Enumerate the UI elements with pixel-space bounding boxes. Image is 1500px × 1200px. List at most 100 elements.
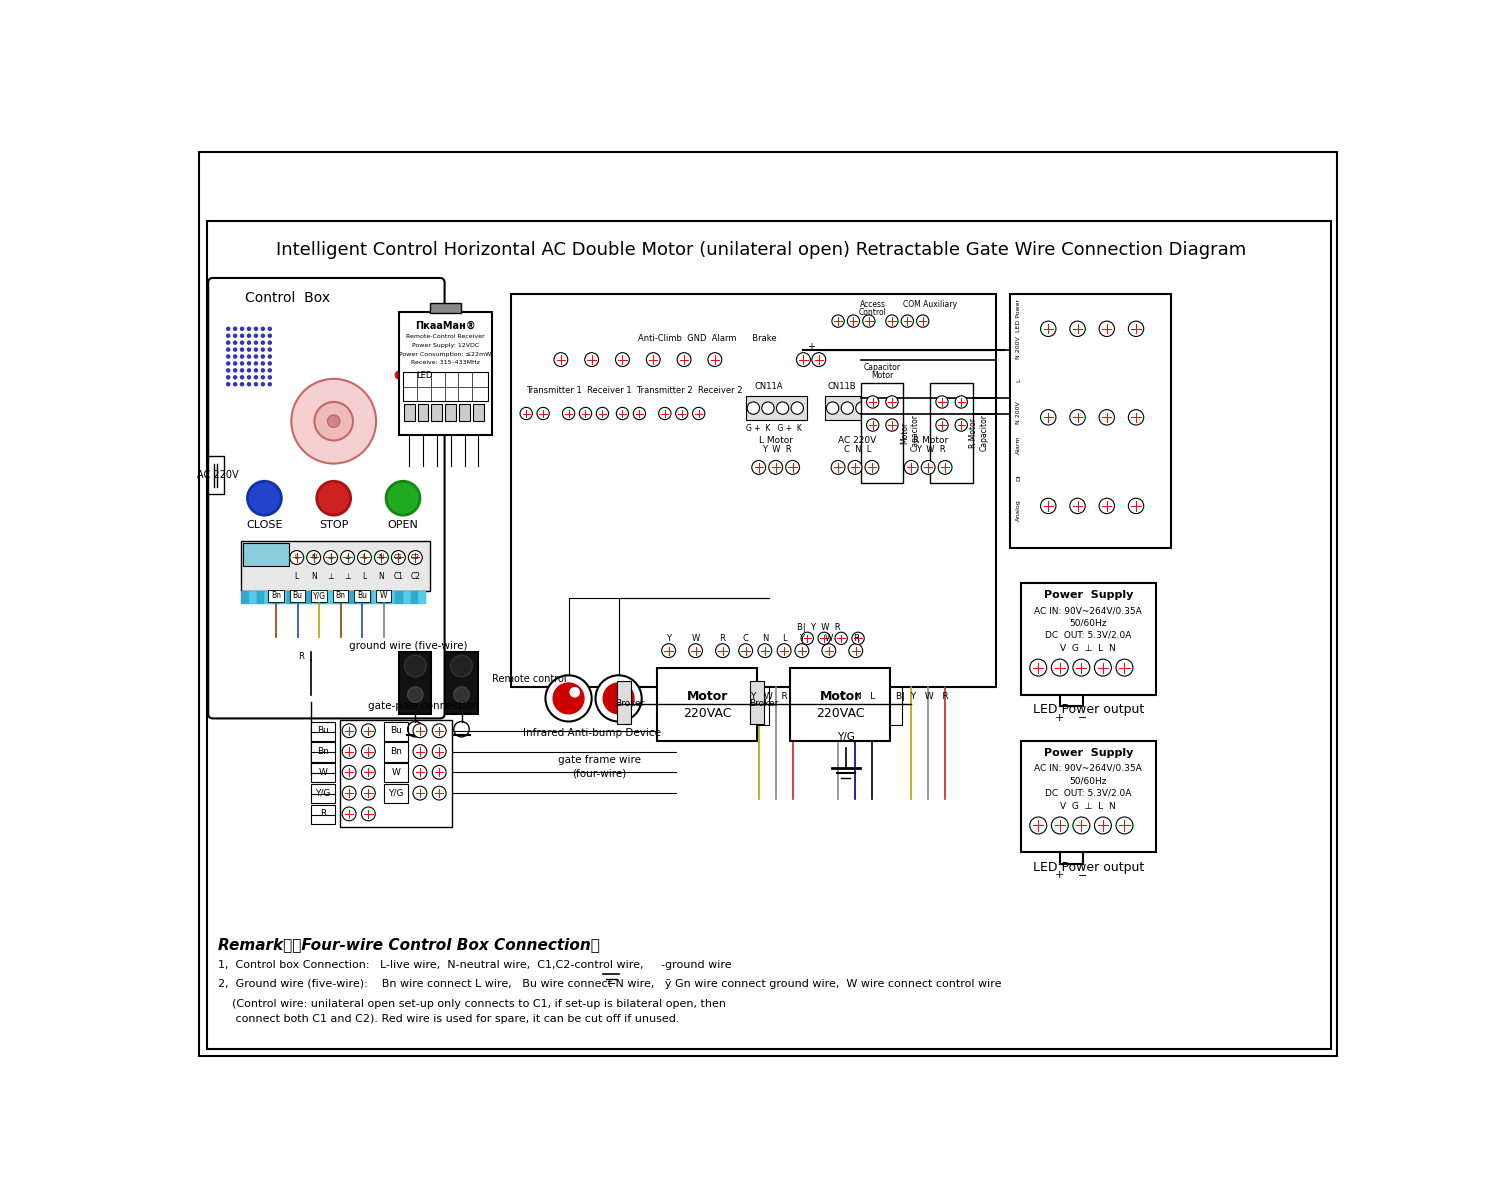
- Circle shape: [812, 353, 825, 366]
- Text: L: L: [294, 572, 298, 581]
- Circle shape: [432, 766, 445, 779]
- Bar: [290, 590, 304, 602]
- Circle shape: [546, 676, 591, 721]
- Circle shape: [226, 383, 230, 385]
- Circle shape: [240, 368, 243, 372]
- Circle shape: [554, 683, 584, 714]
- Bar: [891, 686, 902, 725]
- Circle shape: [1041, 322, 1056, 336]
- Circle shape: [1128, 409, 1143, 425]
- Bar: [310, 590, 318, 605]
- Circle shape: [886, 396, 898, 408]
- Bar: [512, 294, 996, 686]
- Text: Receive: 315–433MHz: Receive: 315–433MHz: [411, 360, 480, 365]
- Text: CN11B: CN11B: [828, 382, 856, 391]
- Text: ⊥: ⊥: [345, 554, 351, 560]
- Text: LED: LED: [416, 371, 432, 379]
- Text: ground wire (five-wire): ground wire (five-wire): [350, 641, 468, 652]
- Text: Remark：（Four-wire Control Box Connection）: Remark：（Four-wire Control Box Connection…: [217, 937, 600, 952]
- Circle shape: [921, 461, 934, 474]
- Bar: [1022, 583, 1156, 695]
- Circle shape: [255, 383, 258, 385]
- Circle shape: [596, 676, 642, 721]
- Text: W: W: [392, 768, 400, 776]
- Circle shape: [268, 362, 272, 365]
- Circle shape: [261, 355, 264, 358]
- Circle shape: [833, 314, 844, 328]
- Circle shape: [316, 481, 351, 515]
- Text: Y/G: Y/G: [315, 788, 330, 798]
- Circle shape: [886, 419, 898, 431]
- Circle shape: [248, 328, 250, 330]
- Circle shape: [248, 368, 250, 372]
- Circle shape: [226, 376, 230, 379]
- Text: R: R: [320, 809, 326, 818]
- Circle shape: [255, 376, 258, 379]
- Circle shape: [1100, 498, 1114, 514]
- Circle shape: [597, 407, 609, 420]
- Text: Power  Supply: Power Supply: [1044, 590, 1132, 600]
- Circle shape: [268, 328, 272, 330]
- Bar: [243, 542, 290, 566]
- Circle shape: [916, 314, 928, 328]
- Circle shape: [396, 371, 404, 379]
- Text: R Motor
Capacitor: R Motor Capacitor: [969, 414, 988, 451]
- Text: Remote-Control Receiver: Remote-Control Receiver: [406, 334, 484, 338]
- Circle shape: [291, 379, 376, 463]
- Circle shape: [852, 632, 864, 644]
- Text: Y   W   R: Y W R: [750, 691, 788, 701]
- Text: L: L: [363, 572, 366, 581]
- Circle shape: [1128, 322, 1143, 336]
- Circle shape: [708, 353, 722, 366]
- Circle shape: [408, 686, 423, 702]
- Circle shape: [362, 744, 375, 758]
- Circle shape: [240, 355, 243, 358]
- FancyBboxPatch shape: [209, 278, 444, 719]
- Circle shape: [1072, 817, 1090, 834]
- Text: +: +: [1054, 713, 1065, 722]
- Text: Y  W  R: Y W R: [915, 445, 945, 454]
- Bar: [746, 396, 807, 420]
- Circle shape: [261, 383, 264, 385]
- Circle shape: [676, 353, 692, 366]
- Bar: [256, 590, 264, 605]
- Text: Power  Supply: Power Supply: [1044, 748, 1132, 758]
- Text: 220VAC: 220VAC: [816, 707, 864, 720]
- Circle shape: [268, 355, 272, 358]
- Circle shape: [862, 314, 874, 328]
- Text: R: R: [853, 634, 858, 643]
- Circle shape: [1095, 659, 1112, 676]
- Text: Analog: Analog: [1016, 499, 1022, 521]
- Bar: [242, 540, 430, 590]
- Text: Bn: Bn: [272, 592, 280, 600]
- Text: connect both C1 and C2). Red wire is used for spare, it can be cut off if unused: connect both C1 and C2). Red wire is use…: [217, 1014, 680, 1024]
- Circle shape: [234, 348, 237, 352]
- Text: 1,  Control box Connection:   L-live wire,  N-neutral wire,  C1,C2-control wire,: 1, Control box Connection: L-live wire, …: [217, 960, 732, 970]
- Bar: [354, 590, 370, 602]
- Circle shape: [822, 643, 836, 658]
- Text: C2: C2: [411, 572, 420, 581]
- Bar: [340, 720, 452, 827]
- Circle shape: [240, 383, 243, 385]
- Bar: [459, 404, 470, 421]
- Bar: [404, 372, 488, 401]
- Circle shape: [693, 407, 705, 420]
- Text: DC  OUT: 5.3V/2.0A: DC OUT: 5.3V/2.0A: [1046, 788, 1131, 798]
- Circle shape: [762, 402, 774, 414]
- Circle shape: [226, 355, 230, 358]
- Circle shape: [255, 348, 258, 352]
- Circle shape: [357, 551, 372, 564]
- Circle shape: [268, 376, 272, 379]
- Bar: [288, 590, 296, 605]
- Circle shape: [646, 353, 660, 366]
- Bar: [296, 590, 303, 605]
- Text: Y: Y: [800, 634, 804, 643]
- Circle shape: [413, 724, 428, 738]
- Bar: [310, 805, 334, 824]
- Text: N: N: [310, 572, 316, 581]
- Bar: [825, 396, 867, 420]
- Bar: [333, 590, 342, 605]
- Text: gate-pole connection: gate-pole connection: [369, 701, 478, 712]
- Bar: [310, 784, 334, 803]
- Text: ПкааМан®: ПкааМан®: [416, 320, 476, 331]
